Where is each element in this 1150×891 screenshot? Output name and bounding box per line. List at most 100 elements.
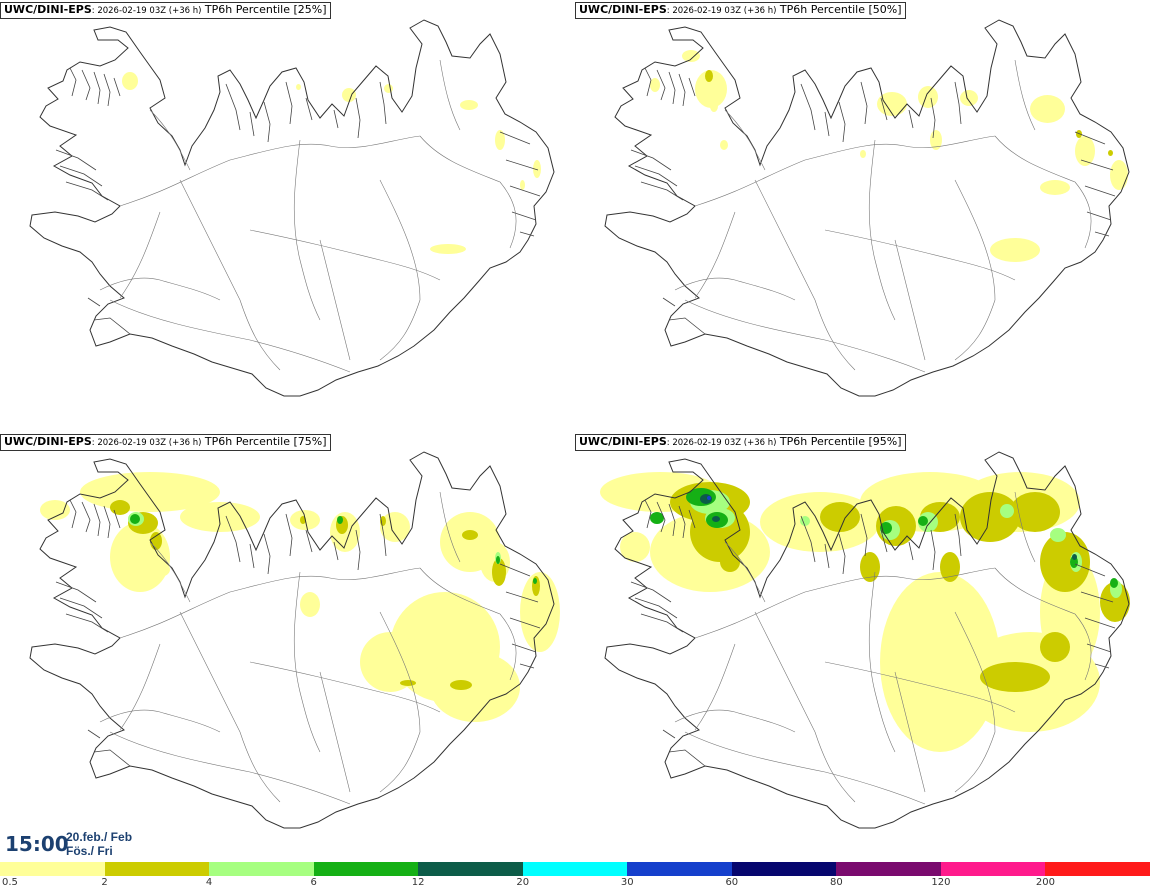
road-line	[824, 229, 1016, 281]
road-line	[99, 709, 221, 733]
road-line	[439, 491, 461, 563]
precip-area	[462, 530, 478, 540]
precip-color-legend	[0, 862, 1150, 876]
precip-area	[1000, 504, 1014, 518]
precip-area	[180, 502, 260, 532]
fjord-line	[333, 81, 387, 139]
precip-area	[980, 662, 1050, 692]
precip-area	[122, 72, 138, 90]
road-line	[293, 571, 321, 753]
precip-area	[720, 140, 728, 150]
precip-area	[682, 50, 700, 62]
road-line	[293, 139, 321, 321]
precip-area	[296, 84, 301, 90]
fjord-line	[225, 81, 313, 143]
precip-area	[918, 86, 938, 108]
fjord-line	[908, 513, 962, 571]
precip-area	[496, 556, 500, 564]
road-line	[109, 731, 351, 805]
precip-area	[707, 496, 711, 500]
road-line	[954, 611, 996, 793]
road-line	[674, 277, 796, 301]
legend-tick: 20	[516, 877, 530, 888]
legend-tick: 80	[829, 877, 843, 888]
valid-time-box: 15:00 20.feb./ Feb Fös./ Fri	[2, 824, 142, 862]
precip-area	[110, 500, 130, 515]
precip-area	[940, 552, 960, 582]
valid-time: 15:00	[5, 832, 69, 856]
road-line	[419, 135, 517, 249]
fjord-line	[644, 67, 696, 107]
road-line	[179, 611, 281, 803]
precip-area	[1040, 532, 1090, 592]
road-line	[724, 541, 766, 603]
iceland-map	[29, 19, 555, 397]
precip-area	[380, 512, 410, 542]
precip-area	[650, 78, 660, 92]
road-line	[179, 179, 281, 371]
legend-tick: 6	[310, 877, 317, 888]
precip-area	[1110, 160, 1128, 190]
fjord-line	[87, 297, 131, 335]
road-line	[119, 211, 161, 299]
road-line	[674, 709, 796, 733]
fjord-line	[499, 563, 541, 669]
road-line	[694, 211, 736, 299]
panel-title: UWC/DINI-EPS: 2026-02-19 03Z (+36 h) TP6…	[575, 434, 906, 451]
fjord-line	[87, 729, 131, 767]
legend-tick: 2	[101, 877, 108, 888]
road-line	[379, 611, 421, 793]
panel-title: UWC/DINI-EPS: 2026-02-19 03Z (+36 h) TP6…	[575, 2, 906, 19]
road-line	[419, 567, 517, 681]
fjord-line	[908, 81, 962, 139]
road-line	[694, 135, 996, 207]
road-line	[119, 567, 421, 639]
legend-swatch	[0, 862, 105, 876]
coastline	[29, 19, 555, 397]
fjord-line	[55, 149, 109, 201]
map-panel-p75: UWC/DINI-EPS: 2026-02-19 03Z (+36 h) TP6…	[0, 432, 575, 862]
road-line	[868, 571, 896, 753]
fjord-line	[225, 513, 313, 575]
precip-area	[130, 514, 140, 524]
precip-area	[1100, 582, 1130, 622]
road-line	[149, 109, 191, 171]
precip-area	[1075, 136, 1095, 166]
precip-area	[360, 632, 420, 692]
precip-area	[860, 150, 866, 158]
legend-tick: 12	[411, 877, 425, 888]
road-line	[99, 277, 221, 301]
precip-area	[384, 84, 393, 93]
iceland-map	[600, 451, 1130, 829]
road-line	[109, 299, 351, 373]
valid-day-line: Fös./ Fri	[66, 844, 113, 858]
road-line	[868, 139, 896, 321]
legend-tick: 0.5	[2, 877, 18, 888]
road-line	[149, 541, 191, 603]
fjord-line	[1074, 131, 1116, 237]
precip-area	[400, 680, 416, 686]
legend-swatch	[836, 862, 941, 876]
precip-area	[430, 652, 520, 722]
precip-area	[300, 592, 320, 617]
precip-area	[1108, 150, 1113, 156]
precip-area	[1040, 180, 1070, 195]
precip-area	[520, 180, 525, 190]
fjord-line	[630, 149, 684, 201]
precip-area	[520, 572, 560, 652]
fjord-line	[69, 67, 121, 107]
legend-tick-labels: 0.5 2 4 6 12 20 30 60 80 120 200	[0, 876, 1150, 891]
road-line	[439, 59, 461, 131]
road-line	[684, 731, 926, 805]
iceland-map	[604, 19, 1130, 397]
road-line	[319, 671, 351, 793]
precip-area	[1050, 528, 1066, 542]
road-line	[694, 643, 736, 731]
legend-swatch	[313, 862, 419, 876]
road-line	[319, 239, 351, 361]
precip-area	[450, 680, 472, 690]
fjord-line	[630, 581, 684, 633]
precip-area	[860, 552, 880, 582]
precip-area	[918, 516, 928, 526]
precip-area	[690, 502, 750, 562]
